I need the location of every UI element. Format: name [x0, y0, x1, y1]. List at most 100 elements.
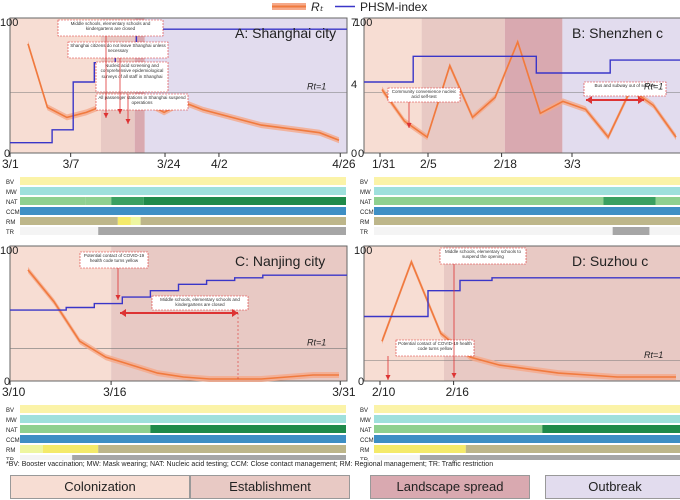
- intervention-segment: [419, 455, 680, 460]
- intervention-segment: [374, 445, 466, 453]
- annotation-holder: Potential contact of COVID-19 health cod…: [84, 253, 144, 263]
- intervention-label-bv: BV: [6, 180, 14, 186]
- intervention-segment: [20, 445, 43, 453]
- intervention-segment: [150, 425, 346, 433]
- annotation-box: [79, 251, 149, 269]
- intervention-segment: [143, 197, 346, 205]
- rt-line: [381, 39, 677, 139]
- intervention-label-tr: TR: [360, 458, 369, 460]
- intervention-segment: [98, 227, 347, 235]
- y-left-tick-zero: 0: [4, 376, 10, 388]
- annotation-text: Nucleic acid screening and comprehensive…: [100, 63, 164, 79]
- intervention-label-nat: NAT: [360, 200, 372, 206]
- top-legend: Rₜ PHSM-index: [272, 0, 427, 14]
- intervention-segment: [98, 445, 347, 453]
- annotation-box: [395, 339, 475, 357]
- intervention-label-ccm: CCM: [6, 210, 20, 216]
- phase-landscape-spread: Landscape spread: [370, 475, 530, 499]
- annotation-arrowhead: [385, 375, 391, 380]
- intervention-segment: [20, 217, 118, 225]
- panel-title: D: Suzhou c: [572, 253, 648, 269]
- panel-frame: [9, 17, 348, 154]
- intervention-segment: [374, 177, 680, 185]
- intervention-segment: [20, 405, 346, 413]
- annotation-text: Shanghai citizens do not leave Shanghai …: [70, 43, 166, 54]
- annotation-holder: All passenger stations in Shanghai suspe…: [98, 95, 186, 106]
- rt-band: [28, 40, 339, 144]
- intervention-label-mw: MW: [6, 418, 17, 424]
- intervention-segment: [612, 227, 650, 235]
- annotation-text: Middle schools, elementary schools to su…: [444, 249, 522, 260]
- y-left-tick-zero: 0: [358, 376, 364, 388]
- phsm-line: [364, 277, 680, 318]
- annotation-text: Community convenience nucleic acid self-…: [391, 89, 457, 100]
- annotation-holder: Potential contact of COVID-19 health cod…: [398, 341, 472, 352]
- intervention-label-mw: MW: [360, 418, 371, 424]
- intervention-label-ccm: CCM: [360, 438, 374, 444]
- x-tick-label: 2/5: [420, 157, 437, 171]
- x-tick-label: 3/24: [157, 157, 181, 171]
- phase-band: [364, 18, 422, 153]
- panel-title: C: Nanjing city: [235, 253, 325, 269]
- annotation-box: [95, 61, 169, 93]
- annotation-text: Middle schools, elementary schools and k…: [160, 297, 240, 308]
- intervention-segment: [374, 187, 680, 195]
- intervention-segment: [542, 425, 680, 433]
- intervention-label-nat: NAT: [6, 428, 18, 434]
- annotation-text: Bus and subway out of service: [594, 83, 656, 88]
- panel-1: Community convenience nucleic acid self-…: [363, 17, 680, 235]
- intervention-label-ccm: CCM: [6, 438, 20, 444]
- panel-frame: [363, 17, 680, 154]
- duration-arrowhead-right: [638, 96, 644, 104]
- intervention-segment: [42, 445, 99, 453]
- intervention-segment: [140, 217, 346, 225]
- annotation-box: [583, 81, 667, 97]
- intervention-label-nat: NAT: [360, 428, 372, 434]
- annotation-box: [439, 247, 527, 265]
- panel-2: Potential contact of COVID-19 health cod…: [9, 245, 348, 460]
- intervention-label-rm: RM: [6, 220, 15, 226]
- intervention-segment: [72, 455, 346, 460]
- intervention-segment: [20, 415, 346, 423]
- panel-frame: [363, 245, 680, 382]
- annotation-box: [95, 93, 189, 111]
- duration-arrowhead-right: [232, 309, 238, 317]
- panel-title: A: Shanghai city: [235, 25, 336, 41]
- annotation-box: [387, 87, 461, 103]
- intervention-segment: [20, 425, 151, 433]
- x-tick-label: 3/31: [332, 385, 356, 399]
- intervention-label-tr: TR: [360, 230, 369, 236]
- x-tick-label: 3/7: [63, 157, 80, 171]
- x-tick-label: 2/18: [494, 157, 518, 171]
- y-right-tick-zero: 0: [351, 148, 357, 160]
- annotation-text: All passenger stations in Shanghai suspe…: [98, 95, 186, 106]
- annotation-holder: Middle schools, elementary schools and k…: [70, 21, 151, 32]
- phase-colonization: Colonization: [10, 475, 190, 499]
- annotation-holder: Middle schools, elementary schools to su…: [444, 249, 522, 260]
- duration-arrowhead-left: [120, 309, 126, 317]
- x-tick-label: 1/31: [372, 157, 396, 171]
- intervention-label-tr: TR: [6, 230, 15, 236]
- intervention-segment: [20, 197, 86, 205]
- intervention-label-ccm: CCM: [360, 210, 374, 216]
- intervention-label-rm: RM: [360, 448, 369, 454]
- annotation-text: Potential contact of COVID-19 health cod…: [398, 341, 472, 352]
- intervention-segment: [117, 217, 131, 225]
- rt-one-label: Rt=1: [644, 81, 663, 91]
- x-tick-label: 3/16: [103, 385, 127, 399]
- intervention-segment: [374, 217, 680, 225]
- footnote: *BV: Booster vaccination; MW: Mask weari…: [6, 461, 494, 468]
- x-tick-label: 2/10: [372, 385, 396, 399]
- y-left-tick-max: 100: [0, 245, 18, 257]
- phase-outbreak: Outbreak: [545, 475, 680, 499]
- phase-band: [421, 18, 505, 153]
- x-tick-label: 3/1: [2, 157, 19, 171]
- x-tick-label: 2/16: [446, 385, 470, 399]
- y-left-tick-zero: 0: [358, 148, 364, 160]
- annotation-text: Middle schools, elementary schools and k…: [70, 21, 151, 32]
- phase-band: [10, 18, 101, 153]
- annotation-holder: Shanghai citizens do not leave Shanghai …: [70, 43, 166, 54]
- x-tick-label: 4/2: [211, 157, 228, 171]
- annotation-holder: Middle schools, elementary schools and k…: [160, 297, 240, 308]
- intervention-segment: [374, 405, 680, 413]
